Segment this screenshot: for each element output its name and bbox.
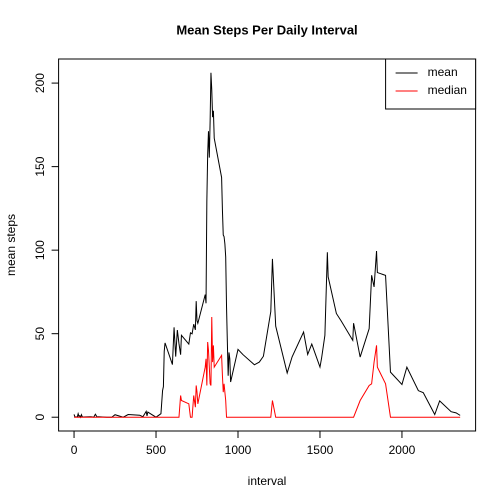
series-line	[73, 72, 461, 419]
y-tick-label: 100	[33, 240, 47, 260]
x-tick-label: 0	[71, 443, 78, 457]
series-line	[74, 316, 461, 418]
y-tick-label: 50	[33, 327, 47, 341]
legend-label: mean	[428, 65, 458, 79]
x-tick-label: 1000	[225, 443, 252, 457]
x-tick-label: 2000	[389, 443, 416, 457]
x-axis-label: interval	[248, 474, 287, 488]
x-tick-label: 500	[146, 443, 166, 457]
y-tick-label: 150	[33, 156, 47, 176]
x-tick-label: 1500	[307, 443, 334, 457]
y-tick-label: 0	[33, 414, 47, 421]
y-tick-label: 200	[33, 73, 47, 93]
plot-frame	[58, 58, 477, 432]
y-axis-label: mean steps	[4, 214, 18, 276]
legend-label: median	[428, 83, 467, 97]
chart-title: Mean Steps Per Daily Interval	[176, 22, 357, 37]
legend-box	[385, 58, 477, 110]
